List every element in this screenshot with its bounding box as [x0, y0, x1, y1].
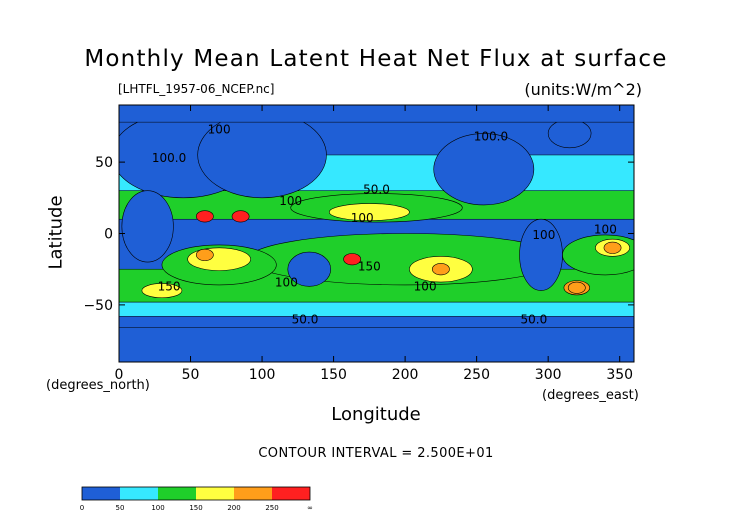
- colorbar-swatch: [120, 487, 139, 500]
- units-label: (units:W/m^2): [524, 80, 642, 99]
- y-axis-title: Latitude: [45, 195, 67, 270]
- landmass-4: [519, 218, 563, 291]
- flux-band-arctic: [119, 105, 634, 123]
- y-unit-label: (degrees_north): [46, 378, 150, 393]
- contour-label: 100: [351, 211, 374, 225]
- colorbar-tick-label: 200: [227, 504, 240, 512]
- contour-label: 150: [358, 260, 381, 274]
- flux-field: [119, 105, 634, 362]
- x-tick-label: 300: [535, 367, 562, 383]
- x-tick-label: 100: [249, 367, 276, 383]
- high-flux-core-5: [603, 241, 622, 254]
- y-tick-label: 0: [104, 227, 113, 243]
- x-tick-label: 350: [606, 367, 633, 383]
- axes: 0 50 100 150 200 250 300 350 −50 0 50: [83, 105, 634, 383]
- file-label: [LHTFL_1957-06_NCEP.nc]: [118, 82, 275, 96]
- colorbar-tick-label: 250: [265, 504, 278, 512]
- high-flux-core-2: [343, 253, 362, 266]
- landmass-5: [287, 251, 332, 287]
- contour-label: 100: [532, 228, 555, 242]
- x-tick-label: 50: [182, 367, 200, 383]
- colorbar-swatch: [158, 487, 177, 500]
- high-flux-core-3: [195, 248, 214, 261]
- colorbar-tick-label: 0: [80, 504, 84, 512]
- high-flux-core-0: [195, 210, 214, 223]
- contour-label: 50.0: [363, 183, 390, 197]
- colorbar-swatch: [253, 487, 272, 500]
- x-tick-label: 250: [463, 367, 490, 383]
- x-tick-label: 200: [392, 367, 419, 383]
- colorbar-swatch: [215, 487, 234, 500]
- y-tick-label: −50: [83, 298, 113, 314]
- colorbar-swatch: [82, 487, 101, 500]
- colorbar-tick-label: 100: [151, 504, 164, 512]
- colorbar-swatch: [196, 487, 215, 500]
- colorbar-tick-label: ∞: [307, 504, 313, 512]
- contour-label: 100: [414, 280, 437, 294]
- high-flux-core-6: [567, 281, 586, 294]
- x-tick-label: 150: [320, 367, 347, 383]
- contour-label: 150: [158, 280, 181, 294]
- contour-label: 50.0: [292, 312, 319, 326]
- high-flux-core-4: [431, 263, 450, 276]
- colorbar-tick-label: 150: [189, 504, 202, 512]
- colorbar-swatch: [234, 487, 253, 500]
- x-axis-title: Longitude: [331, 404, 421, 425]
- contour-label: 100: [208, 123, 231, 137]
- contour-label: 100.0: [474, 130, 508, 144]
- colorbar-tick-label: 50: [116, 504, 125, 512]
- flux-band-antarctic: [119, 327, 634, 362]
- colorbar-swatch: [272, 487, 291, 500]
- contour-label-layer: 100 100.0 100.0 50.0 100 100 100 100 150 150 100 10…: [152, 123, 617, 327]
- colorbar-swatch: [291, 487, 310, 500]
- flux-core-north-pacific: [328, 203, 410, 221]
- contour-label: 50.0: [521, 312, 548, 326]
- flux-band-southern: [119, 301, 634, 317]
- y-tick-label: 50: [95, 155, 113, 171]
- x-tick-label: 0: [115, 367, 124, 383]
- contour-label: 100: [279, 194, 302, 208]
- landmass-2: [121, 190, 174, 263]
- contour-label: 100.0: [152, 151, 186, 165]
- colorbar-swatch: [139, 487, 158, 500]
- contour-label: 100: [594, 223, 617, 237]
- contour-interval: CONTOUR INTERVAL = 2.500E+01: [258, 446, 494, 461]
- landmass-6: [547, 118, 592, 149]
- colorbar-swatch: [101, 487, 120, 500]
- chart-title: Monthly Mean Latent Heat Net Flux at sur…: [84, 46, 668, 72]
- colorbar-frame: [81, 486, 311, 501]
- colorbar: 0 50 100 150 200 250 ∞: [80, 486, 313, 512]
- flux-core-agulhas: [141, 283, 183, 299]
- high-flux-core-1: [231, 210, 250, 223]
- colorbar-swatch: [177, 487, 196, 500]
- x-unit-label: (degrees_east): [542, 388, 639, 403]
- contour-label: 100: [275, 275, 298, 289]
- flux-core-indian: [187, 247, 251, 271]
- landmass-3: [433, 133, 535, 206]
